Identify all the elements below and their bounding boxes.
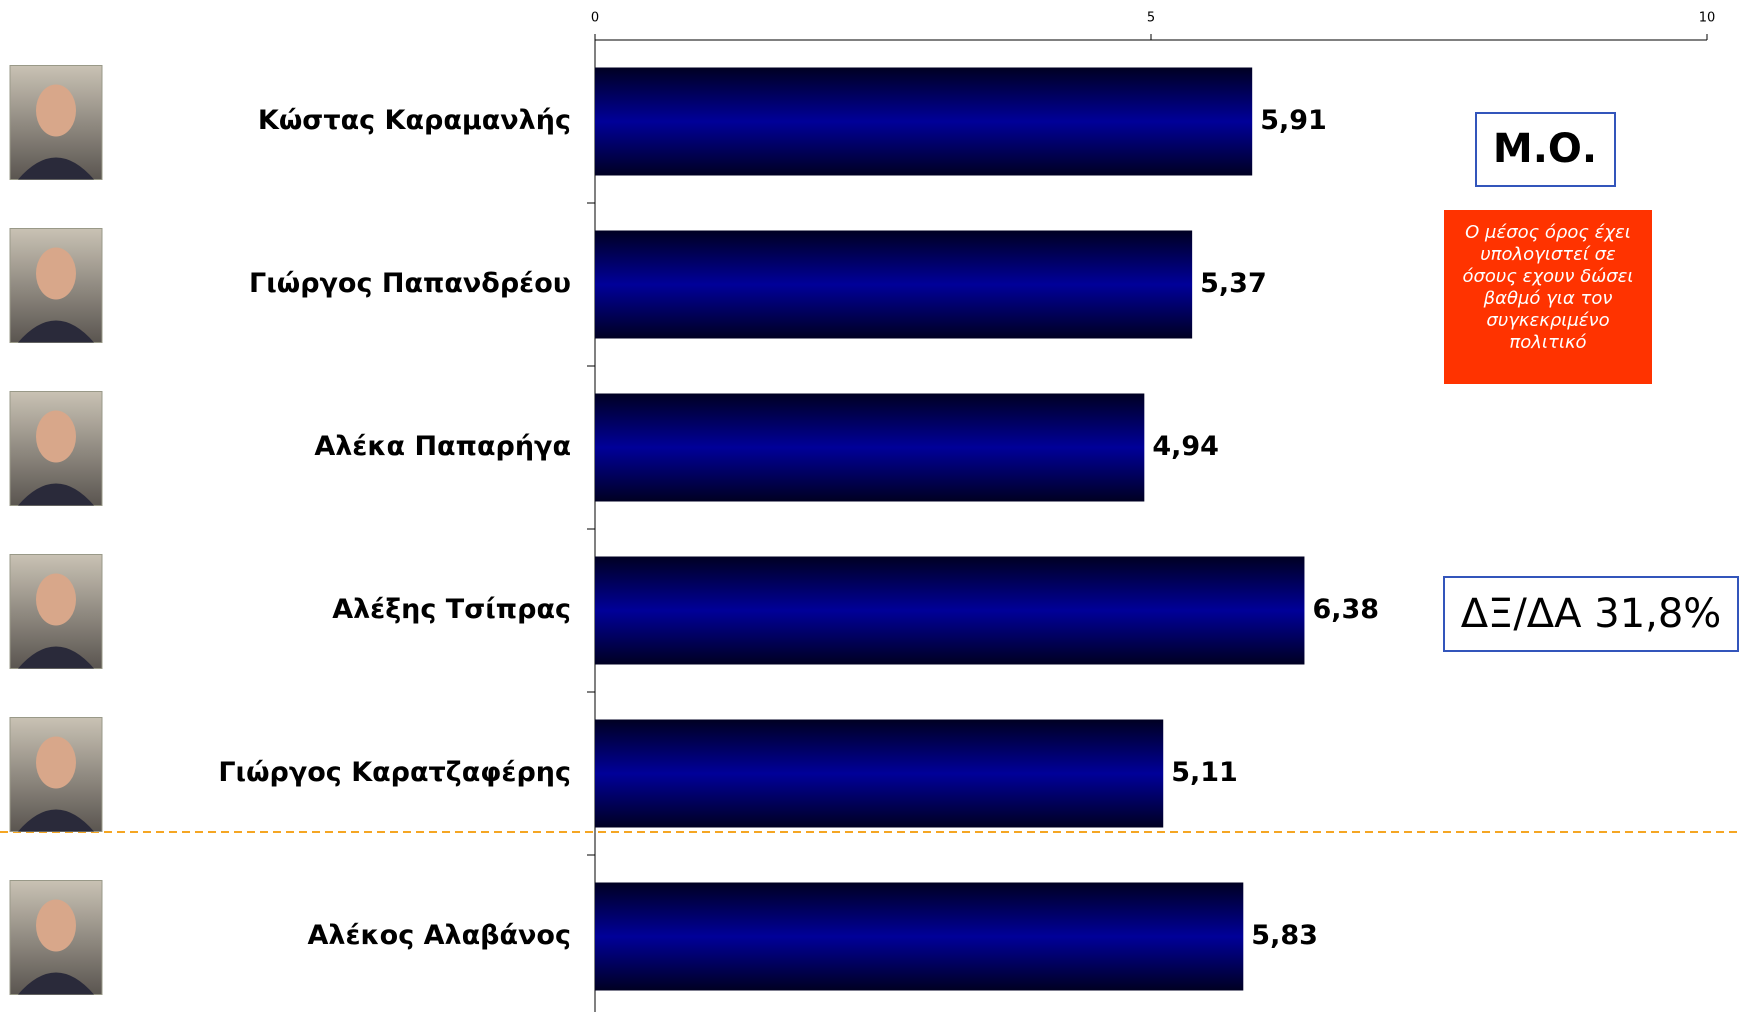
photo — [9, 65, 103, 180]
value-label: 5,83 — [1251, 920, 1318, 951]
value-label: 4,94 — [1152, 431, 1219, 462]
value-label: 5,37 — [1200, 268, 1267, 299]
bar — [595, 719, 1164, 828]
x-tick-label: 0 — [591, 11, 599, 26]
photo — [9, 717, 103, 832]
photo — [9, 391, 103, 506]
value-label: 5,91 — [1260, 105, 1327, 136]
category-label: Αλέκα Παπαρήγα — [314, 431, 571, 462]
photo — [9, 228, 103, 343]
value-label: 5,11 — [1171, 757, 1238, 788]
dxda-box — [1443, 576, 1739, 652]
category-label: Γιώργος Καρατζαφέρης — [218, 757, 571, 788]
category-label: Κώστας Καραμανλής — [258, 105, 571, 136]
photo — [9, 554, 103, 669]
bar — [595, 393, 1145, 502]
bar — [595, 882, 1244, 991]
photo — [9, 880, 103, 995]
bar — [595, 230, 1193, 339]
note-box: Ο μέσος όρος έχει υπολογιστεί σε όσους ε… — [1444, 210, 1652, 384]
x-tick-label: 10 — [1699, 11, 1716, 26]
x-tick-label: 5 — [1147, 11, 1155, 26]
category-label: Γιώργος Παπανδρέου — [249, 268, 571, 299]
value-label: 6,38 — [1312, 594, 1379, 625]
bar — [595, 556, 1305, 665]
mo-label: Μ.Ο. — [1493, 126, 1597, 172]
category-label: Αλέκος Αλαβάνος — [307, 920, 571, 951]
dxda-label: ΔΞ/ΔΑ 31,8% — [1461, 591, 1722, 637]
category-label: Αλέξης Τσίπρας — [332, 594, 571, 625]
mo-box — [1475, 112, 1616, 187]
bar — [595, 67, 1253, 176]
